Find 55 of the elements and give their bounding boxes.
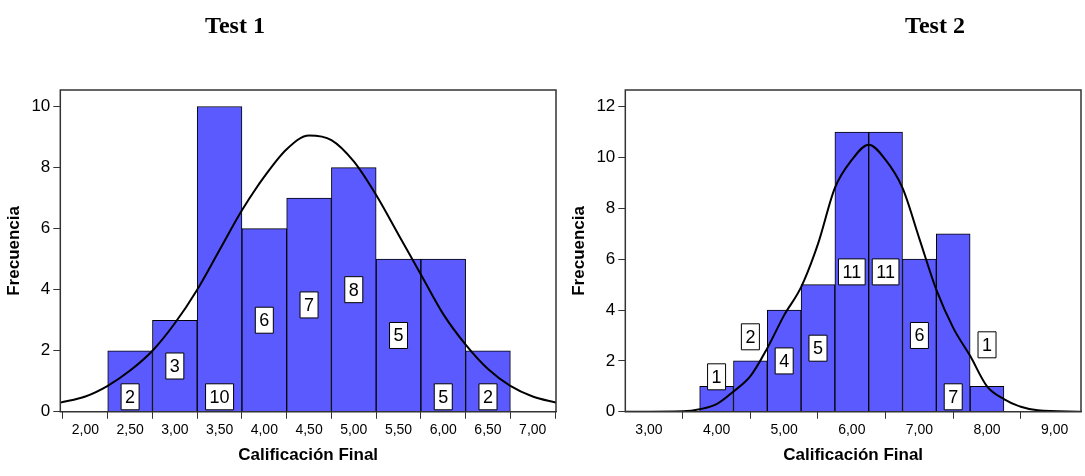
x-tick-label: 2,50: [116, 421, 144, 438]
y-tick-label: 0: [40, 401, 51, 421]
x-tick-label: 5,50: [384, 421, 413, 438]
x-tick-label: 6,50: [474, 421, 502, 438]
x-tick-label: 7,00: [519, 421, 547, 438]
data-label: 1: [711, 366, 722, 387]
data-label: 2: [125, 386, 136, 407]
x-tick-label: 4,00: [250, 421, 279, 438]
chart-title: Test 1: [204, 12, 266, 39]
data-label: 4: [779, 350, 790, 371]
data-label: 2: [745, 326, 756, 347]
y-tick-label: 10: [31, 96, 51, 116]
y-tick-label: 8: [605, 197, 616, 217]
data-label: 11: [842, 261, 862, 282]
y-tick-label: 8: [40, 157, 51, 177]
data-label: 5: [812, 338, 824, 359]
data-label: 8: [348, 279, 359, 300]
data-label: 6: [914, 325, 925, 346]
x-tick-label: 3,50: [205, 421, 234, 438]
data-label: 5: [438, 386, 449, 407]
x-axis-title: Calificación Final: [783, 445, 924, 465]
y-tick-label: 10: [596, 147, 616, 167]
x-axis-title: Calificación Final: [238, 445, 379, 465]
y-axis-title: Frecuencia: [3, 205, 23, 296]
data-label: 5: [393, 325, 404, 346]
data-label: 3: [169, 355, 180, 376]
data-label: 11: [876, 261, 895, 282]
x-tick-label: 3,00: [161, 421, 189, 438]
x-tick-label: 6,00: [429, 421, 458, 438]
x-tick-label: 3,00: [635, 421, 663, 438]
x-tick-label: 7,00: [905, 421, 934, 438]
x-tick-label: 2,00: [71, 421, 100, 438]
x-tick-label: 4,00: [702, 421, 731, 438]
y-tick-label: 2: [605, 350, 616, 370]
data-label: 1: [982, 334, 993, 355]
y-tick-label: 4: [605, 299, 616, 319]
y-tick-label: 12: [596, 96, 616, 116]
data-label: 7: [948, 386, 959, 407]
x-tick-label: 4,50: [295, 421, 323, 438]
y-tick-label: 0: [605, 401, 616, 421]
data-label: 10: [209, 386, 230, 407]
y-tick-label: 6: [40, 218, 51, 238]
x-tick-label: 8,00: [973, 421, 1001, 438]
data-label: 2: [482, 386, 494, 407]
x-tick-label: 5,00: [770, 421, 799, 438]
data-label: 6: [259, 310, 270, 331]
x-tick-label: 6,00: [838, 421, 866, 438]
x-tick-label: 9,00: [1041, 421, 1069, 438]
y-tick-label: 4: [40, 279, 51, 299]
y-tick-label: 6: [605, 248, 616, 268]
data-label: 7: [304, 294, 315, 315]
y-axis-title: Frecuencia: [568, 205, 588, 296]
x-tick-label: 5,00: [340, 421, 368, 438]
chart-title: Test 2: [904, 12, 966, 39]
y-tick-label: 2: [40, 340, 51, 360]
